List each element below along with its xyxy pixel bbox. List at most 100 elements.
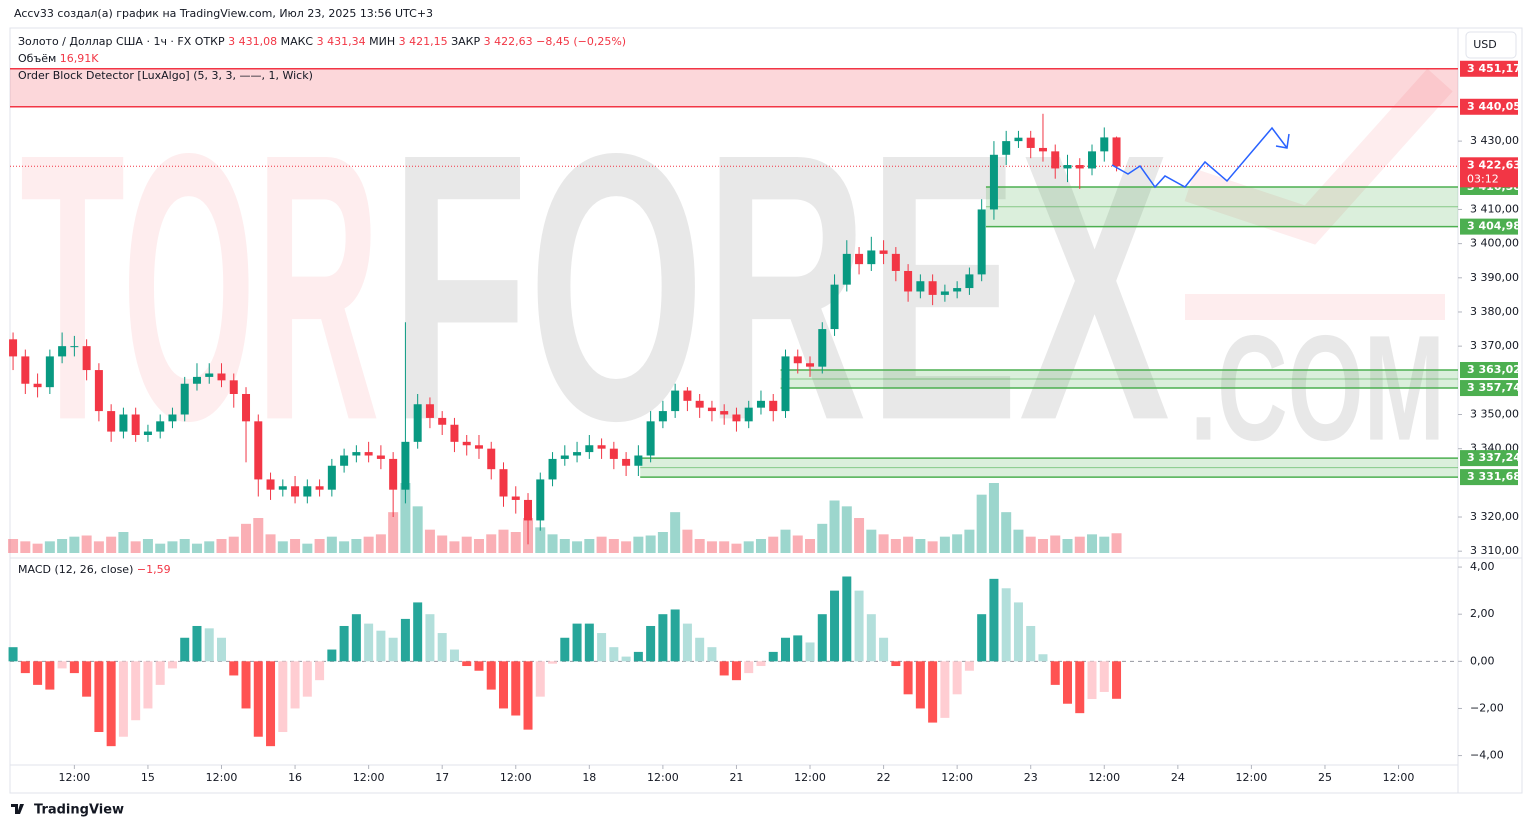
candle-body [769,400,778,412]
macd-bar [69,661,79,674]
last-price-bg [1460,157,1518,188]
volume-bar [670,512,681,553]
price-label-bg [1460,218,1518,235]
volume-bar [755,539,766,553]
macd-bar [315,661,325,681]
countdown: 03:12 [1467,172,1499,185]
macd-bar [474,661,484,671]
volume-bar [584,539,595,553]
macd-bar [817,614,827,662]
volume-bar [1074,536,1085,553]
volume-bar [768,536,779,553]
macd-bar [155,661,165,685]
watermark: TOR FOREX .COM [20,68,1453,499]
macd-bar [952,661,962,695]
volume-bar [424,529,435,553]
watermark-text: FOREX [390,74,1171,499]
volume-bar [829,500,840,553]
volume-bar [130,541,141,553]
currency[interactable]: USD [1473,38,1497,51]
volume-bar [351,539,362,553]
volume-bar [878,534,889,553]
candle-body [474,445,483,449]
frame [9,27,1523,794]
candle-body [425,404,434,418]
legend-value: 3 422,63 [484,35,533,48]
candle-body [622,458,631,466]
price-label-bg [1460,98,1518,115]
candle-body [1026,137,1035,148]
x-tick-label: 24 [1171,771,1185,784]
macd-bar [670,609,680,662]
x-tick-label: 12:00 [500,771,532,784]
volume-bar [1050,535,1061,553]
candle-body [487,448,496,470]
macd-bar [20,661,30,674]
volume-bar [498,529,509,553]
macd-bar [425,614,435,662]
macd-bar [278,661,288,733]
macd-bar [548,661,558,664]
macd-bar [633,651,643,662]
volume-bar [461,536,472,553]
macd-bar [977,614,987,662]
candle-body [192,376,201,384]
macd-bar [915,661,925,709]
volume-bar [241,523,252,553]
macd-bar [167,661,177,669]
x-tick-label: 21 [729,771,743,784]
candle-body [254,421,263,480]
candle-body [536,479,545,521]
candle-body [573,452,582,456]
volume-bar [44,541,55,553]
price-label-bg [1460,60,1518,77]
candle-body [671,390,680,412]
candle-body [511,496,520,500]
macd-bar [106,661,116,747]
currency-button[interactable] [1465,31,1517,59]
attribution: Acсv33 создал(а) график на TradingView.c… [14,7,433,20]
candle-body [609,448,618,459]
candle-body [131,414,140,436]
candle-body [781,356,790,412]
candle-body [1100,137,1109,152]
macd-bar [400,618,410,662]
x-tick-label: 23 [1024,771,1038,784]
macd-value: −1,59 [137,563,171,576]
candle-body [695,400,704,408]
macd-bar [866,614,876,662]
order-block [10,68,1458,107]
legend: Золото / Доллар США · 1ч · FX ОТКР 3 431… [18,35,626,576]
macd-bar [609,647,619,662]
volume-bar [621,541,632,553]
legend-key: ОТКР [195,35,225,48]
volume-bar [1099,536,1110,553]
volume-bar [535,527,546,553]
candle-body [1038,147,1047,152]
macd-bar [57,661,67,669]
volume-bar [375,534,386,553]
volume-bar [1062,539,1073,553]
candle-body [793,356,802,364]
volume-bar [841,506,852,553]
volume-bar [608,539,619,553]
candle-body [830,284,839,330]
volume-bar [657,532,668,553]
macd-bar [339,625,349,662]
macd-bar [780,637,790,662]
watermark-check [1184,68,1453,245]
volume-bar [1013,529,1024,553]
volume-bar [719,541,730,553]
legend-change: −8,45 (−0,25%) [536,35,626,48]
x-tick-label: 12:00 [647,771,679,784]
volume-legend: Объём 16,91K [18,52,99,65]
x-tick-label: 17 [435,771,449,784]
candle-body [732,414,741,422]
macd-bar [731,661,741,681]
forecast-arrowhead [1275,133,1290,149]
candle-body [977,209,986,275]
brand-logo [11,804,24,814]
macd-bar [8,647,18,662]
price-label-bg [1460,450,1518,467]
